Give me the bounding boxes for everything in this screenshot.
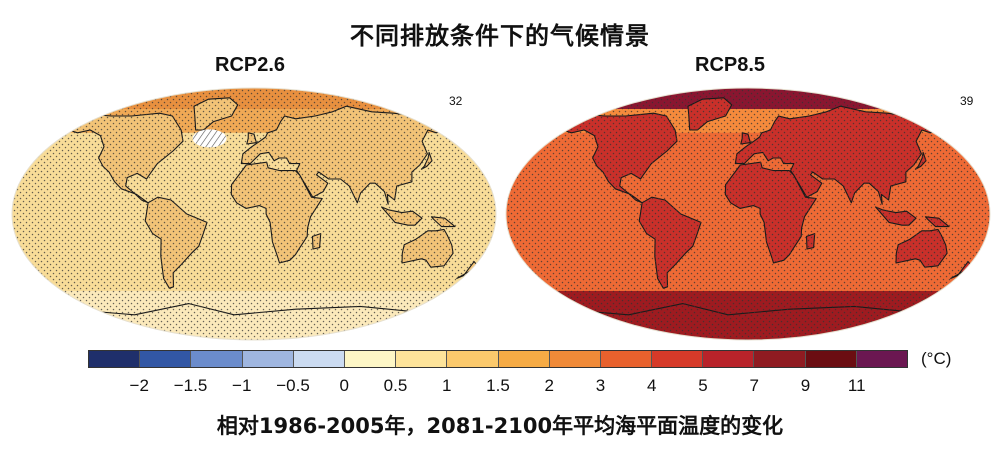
unit-label: (°C) (921, 349, 952, 368)
colorbar-tick-label: 4 (647, 376, 657, 395)
rcp26-map (11, 87, 497, 341)
rcp26-model-count: 32 (449, 94, 463, 108)
colorbar-swatch (242, 351, 294, 367)
colorbar-swatch (805, 351, 857, 367)
colorbar-tick-label: 5 (698, 376, 708, 395)
colorbar-swatch (549, 351, 601, 367)
map-outline (11, 87, 497, 341)
colorbar-tick-label: 2 (544, 376, 554, 395)
rcp85-model-count: 39 (960, 94, 974, 108)
colorbar-swatch (652, 351, 704, 367)
colorbar-tick-label: −0.5 (276, 376, 310, 395)
colorbar-swatch (89, 351, 141, 367)
colorbar-swatch (600, 351, 653, 367)
rcp85-map (505, 87, 991, 341)
significance-stippling (12, 88, 496, 340)
significance-stippling (506, 88, 990, 340)
figure-caption: 相对1986-2005年，2081-2100年平均海平面温度的变化 (216, 414, 784, 438)
colorbar-tick-label: 0 (339, 376, 349, 395)
colorbar-tick-label: 9 (800, 376, 811, 395)
figure-title: 不同排放条件下的气候情景 (350, 22, 650, 50)
colorbar-swatch (856, 351, 907, 367)
rcp85-label: RCP8.5 (695, 54, 766, 76)
colorbar-swatch (447, 351, 499, 367)
colorbar-swatch (498, 351, 550, 367)
temperature-colorbar (88, 350, 908, 368)
colorbar-swatch (191, 351, 243, 367)
colorbar-swatch (703, 351, 755, 367)
colorbar-swatch (396, 351, 448, 367)
rcp26-label: RCP2.6 (215, 54, 286, 76)
colorbar-tick-label: 3 (595, 376, 606, 395)
colorbar-tick-label: 11 (847, 376, 866, 395)
colorbar-tick-label: 0.5 (383, 376, 408, 395)
colorbar-tick-label: −1 (232, 376, 252, 395)
colorbar-swatch (293, 351, 345, 367)
colorbar-tick-label: −1.5 (173, 376, 208, 395)
colorbar-tick-label: 1 (442, 376, 452, 395)
colorbar-swatch (140, 351, 192, 367)
colorbar-tick-label: −2 (129, 376, 149, 395)
colorbar-swatch (344, 351, 397, 367)
north-atlantic-hatch (192, 129, 227, 148)
map-outline (505, 87, 991, 341)
colorbar-tick-label: 1.5 (486, 376, 510, 395)
colorbar-swatch (754, 351, 806, 367)
colorbar-tick-label: 7 (749, 376, 759, 395)
